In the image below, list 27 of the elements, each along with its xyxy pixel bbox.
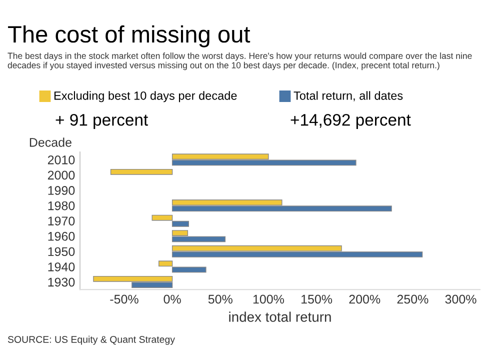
x-axis-title: index total return	[229, 312, 331, 322]
source-note: SOURCE: US Equity & Quant Strategy	[8, 336, 175, 345]
y-tick-label: 1980	[48, 201, 75, 210]
chart-subtitle: The best days in the stock market often follow the worst days. Here's how your returns would compare over the last nine decades if you stayed invested versus missing out on the 10 best days per decade. (Index, precent total return.)	[8, 52, 472, 70]
x-tick-label: 50%	[208, 294, 232, 304]
x-tick-label: 100%	[253, 294, 284, 304]
chart-title: The cost of missing out	[8, 25, 250, 48]
y-tick-label: 1960	[48, 232, 75, 241]
text: +14,692 percent	[290, 114, 411, 130]
y-tick-label: 2010	[48, 155, 75, 164]
y-tick-label: 1930	[48, 278, 75, 287]
y-tick-label: 1990	[48, 186, 75, 195]
legend-label: Excluding best 10 days per decade	[54, 91, 237, 102]
y-tick-label: 1970	[48, 216, 75, 226]
x-tick-label: 0%	[164, 294, 181, 304]
x-tick-label: 200%	[349, 294, 380, 304]
x-tick-label: 250%	[397, 294, 428, 304]
y-tick-label: 1950	[48, 247, 75, 256]
legend-label: Total return, all dates	[294, 91, 403, 102]
x-tick-label: -50%	[110, 294, 138, 304]
y-tick-label: 1940	[48, 262, 75, 272]
bar	[110, 168, 173, 175]
y-axis-title: Decade	[30, 138, 72, 147]
x-tick-label: 150%	[302, 294, 332, 304]
x-tick-label: 300%	[445, 294, 476, 304]
y-tick-label: 2000	[48, 170, 75, 180]
text: + 91 percent	[56, 114, 148, 130]
